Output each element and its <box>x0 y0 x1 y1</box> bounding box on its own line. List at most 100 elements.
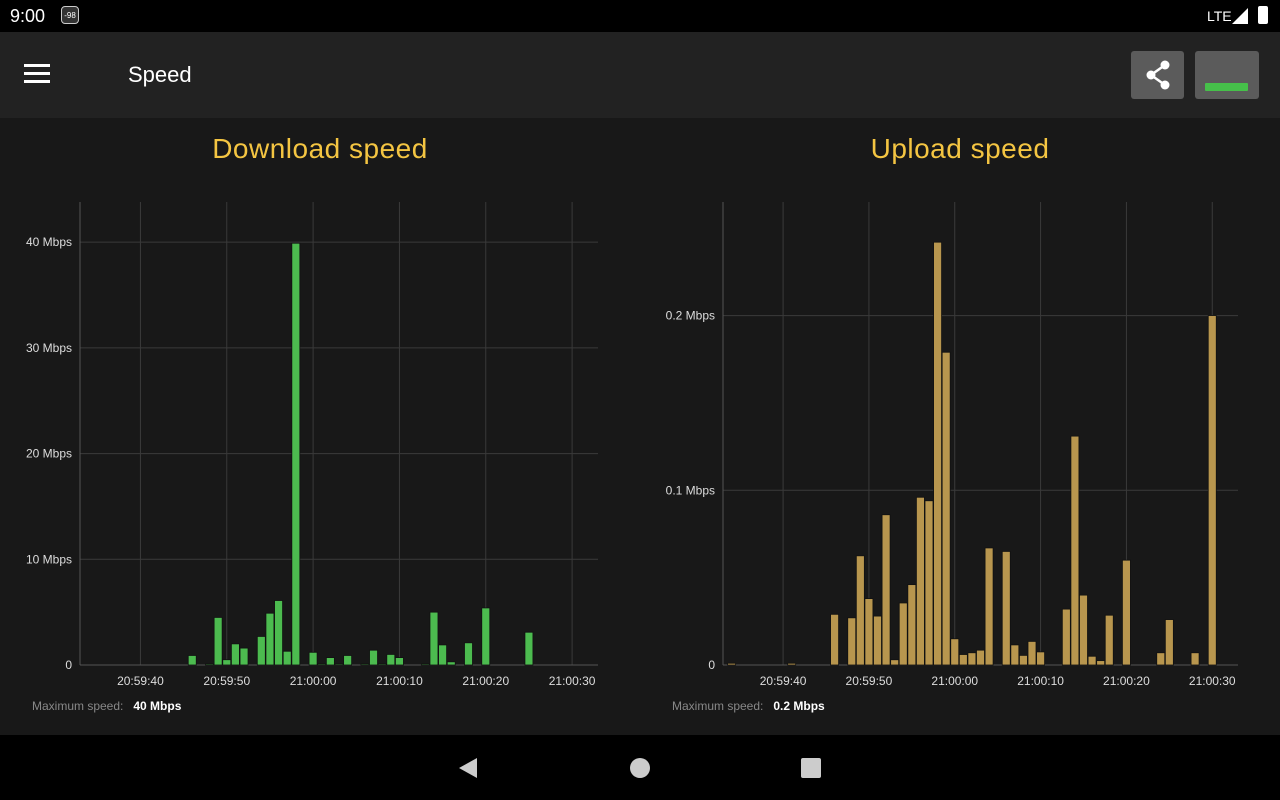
x-tick-label: 20:59:50 <box>203 674 250 688</box>
network-type: LTE <box>1207 8 1232 24</box>
x-tick-label: 20:59:40 <box>117 674 164 688</box>
x-tick-label: 21:00:30 <box>549 674 596 688</box>
bar <box>325 657 335 666</box>
bar <box>481 607 491 666</box>
download-panel: Download speed 20:59:40 20:59:50 21:00:00 2… <box>0 118 640 735</box>
bar <box>1164 619 1174 666</box>
y-tick-label: 10 Mbps <box>26 552 72 566</box>
bar <box>291 242 301 666</box>
graph-bar-icon <box>1205 83 1248 91</box>
x-tick-label: 20:59:50 <box>846 674 893 688</box>
share-button[interactable] <box>1131 51 1184 99</box>
bar <box>1001 551 1011 666</box>
bar <box>916 496 925 666</box>
bar <box>727 662 736 666</box>
x-tick-label: 21:00:00 <box>931 674 978 688</box>
bar <box>1010 644 1020 666</box>
upload-max-value: 0.2 Mbps <box>773 699 825 713</box>
bar <box>847 617 857 666</box>
bar <box>205 663 214 666</box>
x-tick-label: 21:00:30 <box>1189 674 1236 688</box>
bar <box>308 651 318 666</box>
signal-icon <box>1232 8 1248 24</box>
bar <box>787 662 797 666</box>
bar <box>222 659 232 666</box>
bar <box>1207 315 1217 666</box>
y-tick-label: 40 Mbps <box>26 235 72 249</box>
back-icon[interactable] <box>457 757 479 779</box>
status-bar: 9:00 -98 LTE <box>0 0 1280 32</box>
x-tick-label: 21:00:10 <box>1017 674 1064 688</box>
bar <box>984 547 994 666</box>
bar <box>334 663 344 666</box>
y-tick-label: 30 Mbps <box>26 341 72 355</box>
bar <box>446 661 456 666</box>
bar <box>950 638 960 666</box>
bar <box>420 663 430 666</box>
app-bar: Speed <box>0 32 1280 118</box>
battery-icon <box>1258 6 1268 24</box>
bar <box>464 642 473 666</box>
bar <box>1061 608 1071 666</box>
bar <box>1156 652 1166 666</box>
bar <box>898 602 908 666</box>
bar <box>1070 435 1080 666</box>
navigation-bar <box>0 735 1280 800</box>
y-tick-label: 20 Mbps <box>26 447 72 461</box>
bar <box>1122 559 1131 666</box>
graph-view-button[interactable] <box>1195 51 1259 99</box>
x-tick-label: 21:00:20 <box>1103 674 1150 688</box>
bar <box>855 555 865 666</box>
bar <box>343 655 353 666</box>
bar <box>890 659 900 666</box>
download-max-value: 40 Mbps <box>133 699 182 713</box>
download-max-label: Maximum speed: <box>32 699 124 713</box>
page-title: Speed <box>128 62 192 87</box>
bar <box>377 663 387 666</box>
bar <box>524 631 534 666</box>
hamburger-menu-icon[interactable] <box>24 64 50 84</box>
bar <box>1019 654 1028 666</box>
y-tick-label: 0 <box>708 658 715 672</box>
bar <box>967 652 977 666</box>
signal-strength-badge-icon: -98 <box>61 6 79 24</box>
bar <box>256 636 266 666</box>
bar <box>265 612 275 666</box>
bar <box>830 613 839 666</box>
bar <box>395 657 404 666</box>
share-icon <box>1146 60 1170 90</box>
bar <box>369 649 378 666</box>
upload-chart: 20:59:40 20:59:50 21:00:00 21:00:10 21:00:20… <box>666 202 1238 688</box>
bar <box>282 650 292 666</box>
download-title: Download speed <box>212 133 428 164</box>
bar <box>386 654 396 666</box>
bar <box>274 600 283 666</box>
y-tick-label: 0.2 Mbps <box>666 309 715 323</box>
bar <box>360 663 370 666</box>
bar <box>924 500 934 666</box>
y-tick-label: 0.1 Mbps <box>666 483 715 497</box>
bar <box>213 617 223 666</box>
bar <box>1104 614 1114 666</box>
bar <box>317 663 327 666</box>
bar <box>230 643 240 666</box>
bar <box>1190 652 1200 666</box>
upload-title: Upload speed <box>870 133 1050 164</box>
x-tick-label: 21:00:20 <box>462 674 509 688</box>
download-max: Maximum speed: 40 Mbps <box>32 699 181 713</box>
status-time: 9:00 <box>10 6 46 26</box>
home-icon[interactable] <box>629 757 651 779</box>
bar <box>958 654 968 666</box>
bar <box>239 647 249 666</box>
bar <box>933 241 942 666</box>
upload-max: Maximum speed: 0.2 Mbps <box>672 699 825 713</box>
upload-panel: Upload speed 20:59:40 20:59:50 21:00:00 21:… <box>640 118 1280 735</box>
bar <box>873 615 882 666</box>
y-tick-label: 0 <box>65 658 72 672</box>
bar <box>1027 641 1037 666</box>
x-tick-label: 21:00:10 <box>376 674 423 688</box>
bar <box>976 649 985 666</box>
recents-icon[interactable] <box>800 757 822 779</box>
bar <box>1036 651 1045 666</box>
bar <box>438 644 448 666</box>
